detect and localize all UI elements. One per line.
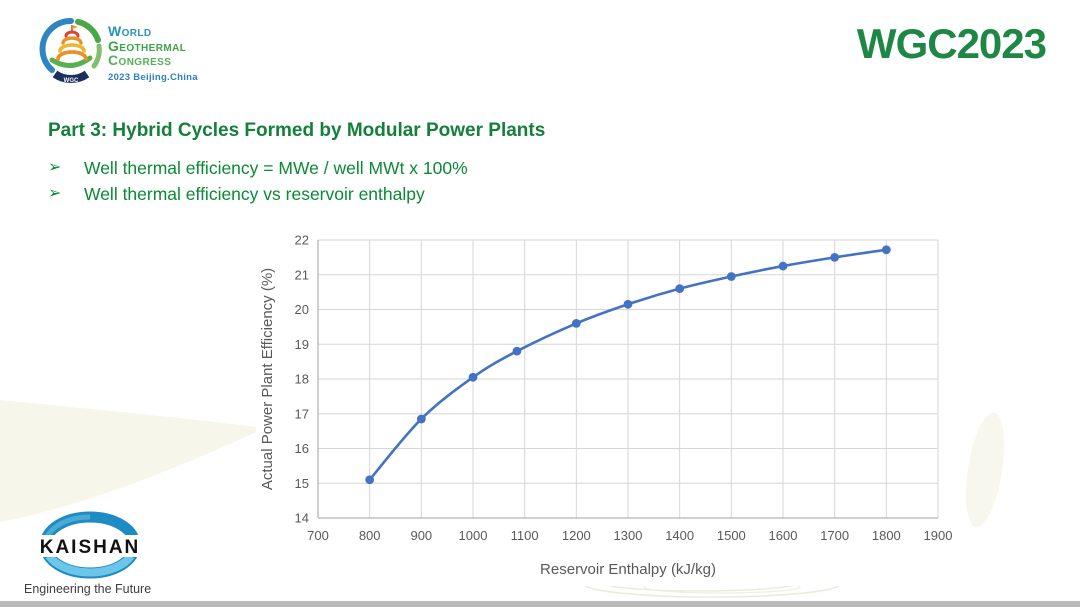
data-point-marker <box>512 346 522 356</box>
x-tick-label: 1400 <box>665 528 694 543</box>
kaishan-wordmark: KAISHAN <box>40 537 141 558</box>
bullet-item: ➢ Well thermal efficiency = MWe / well M… <box>48 156 468 182</box>
data-point-marker <box>675 284 685 294</box>
x-tick-label: 1100 <box>511 528 539 543</box>
x-tick-label: 900 <box>410 528 432 543</box>
y-tick-label: 21 <box>295 267 309 282</box>
x-tick-label: 1700 <box>820 528 849 543</box>
wordmark-subline: 2023 Beijing.China <box>108 71 198 83</box>
y-tick-label: 18 <box>295 372 309 387</box>
x-tick-label: 1200 <box>562 528 591 543</box>
x-tick-label: 1600 <box>769 528 798 543</box>
x-tick-label: 800 <box>359 528 381 543</box>
bullet-item: ➢ Well thermal efficiency vs reservoir e… <box>48 182 468 208</box>
kaishan-tagline: Engineering the Future <box>24 582 152 596</box>
bullet-list: ➢ Well thermal efficiency = MWe / well M… <box>48 156 468 208</box>
x-tick-label: 1000 <box>459 528 488 543</box>
x-tick-label: 700 <box>307 528 329 543</box>
congress-logo-wordmark: World Geothermal Congress 2023 Beijing.C… <box>108 24 198 85</box>
arrow-bullet-icon: ➢ <box>48 185 62 202</box>
y-tick-label: 19 <box>295 337 309 352</box>
data-point-marker <box>830 252 840 262</box>
bullet-text: Well thermal efficiency = MWe / well MWt… <box>84 158 468 178</box>
y-tick-label: 15 <box>295 476 309 491</box>
y-tick-label: 16 <box>295 441 309 456</box>
data-point-marker <box>778 261 788 271</box>
kaishan-logo-icon: KAISHAN <box>20 511 162 579</box>
wgc2023-brand: WGC2023 <box>856 20 1047 67</box>
y-tick-label: 14 <box>295 511 309 526</box>
bottom-edge-bar <box>0 601 1080 607</box>
arrow-bullet-icon: ➢ <box>48 159 62 176</box>
data-point-marker <box>623 299 633 309</box>
y-tick-label: 17 <box>295 406 309 421</box>
data-point-marker <box>468 372 478 382</box>
wordmark-congress: Congress <box>108 52 172 68</box>
data-point-marker <box>726 272 736 281</box>
congress-logo-icon: WGC <box>39 18 102 84</box>
y-axis-label: Actual Power Plant Efficiency (%) <box>259 268 276 490</box>
x-tick-label: 1900 <box>924 528 953 543</box>
data-point-marker <box>416 414 426 424</box>
page-title: Part 3: Hybrid Cycles Formed by Modular … <box>48 120 546 141</box>
data-point-marker <box>881 245 891 255</box>
y-tick-label: 20 <box>295 302 309 317</box>
emblem-wgc-text: WGC <box>64 78 79 84</box>
wordmark-world: World <box>108 23 152 39</box>
bullet-text: Well thermal efficiency vs reservoir ent… <box>84 184 425 204</box>
x-tick-label: 1500 <box>717 528 746 543</box>
data-point-marker <box>365 475 375 485</box>
data-point-marker <box>571 319 581 328</box>
y-tick-label: 22 <box>295 233 309 248</box>
efficiency-vs-enthalpy-chart: 700 800 900 1000 1100 1200 1300 1400 1500 1600 170… <box>256 230 964 586</box>
chart-plot-area: 700 800 900 1000 1100 1200 1300 1400 1500 1600 170… <box>259 233 953 579</box>
x-axis-label: Reservoir Enthalpy (kJ/kg) <box>540 561 716 578</box>
wordmark-geothermal: Geothermal <box>108 37 187 54</box>
x-tick-label: 1800 <box>872 528 901 543</box>
x-tick-label: 1300 <box>614 528 643 543</box>
